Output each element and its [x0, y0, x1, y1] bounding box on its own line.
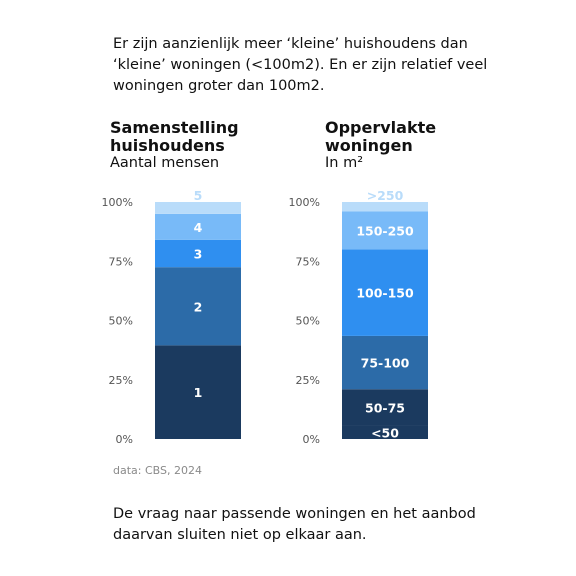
households-segment-4: [155, 202, 241, 214]
households-ytick-1: 25%: [109, 374, 133, 387]
households-segment-0: [155, 345, 241, 439]
households-ytick-0: 0%: [116, 433, 133, 446]
dwellings-ytick-4: 100%: [289, 196, 320, 209]
households-segment-1: [155, 267, 241, 346]
households-segment-2: [155, 239, 241, 268]
households-segment-3: [155, 213, 241, 240]
dwellings-ytick-3: 75%: [296, 255, 320, 268]
households-segment-label-1: 2: [194, 299, 203, 314]
dwellings-ytick-1: 25%: [296, 374, 320, 387]
households-segment-label-2: 3: [194, 247, 203, 262]
dwellings-ytick-0: 0%: [303, 433, 320, 446]
dwellings-segment-label-1: 50-75: [365, 401, 405, 416]
households-ytick-3: 75%: [109, 255, 133, 268]
dwellings-ytick-2: 50%: [296, 315, 320, 328]
chart-title-households: Samenstelling huishoudens: [110, 118, 239, 155]
intro-text: Er zijn aanzienlijk meer ‘kleine’ huisho…: [113, 36, 488, 94]
chart-title-dwellings: Oppervlakte woningen: [325, 118, 437, 155]
dwellings-segment-label-4: 150-250: [356, 223, 414, 238]
dwellings-segment-label-0: <50: [371, 425, 399, 440]
dwellings-segment-label-5: >250: [367, 188, 404, 203]
dwellings-segment-2: [342, 335, 428, 390]
source-note: data: CBS, 2024: [113, 464, 202, 477]
households-ytick-2: 50%: [109, 315, 133, 328]
dwellings-segment-4: [342, 211, 428, 250]
households-segment-label-3: 4: [194, 220, 203, 235]
dwellings-segment-0: [342, 425, 428, 439]
households-ytick-4: 100%: [102, 196, 133, 209]
dwellings-segment-1: [342, 389, 428, 426]
chart-subtitle-dwellings: In m²: [325, 155, 364, 171]
outro-text: De vraag naar passende woningen en het a…: [113, 506, 476, 543]
households-segment-label-0: 1: [194, 385, 203, 400]
dwellings-segment-label-2: 75-100: [361, 356, 410, 371]
dwellings-segment-label-3: 100-150: [356, 286, 414, 301]
dwellings-segment-3: [342, 249, 428, 336]
households-segment-label-4: 5: [194, 188, 203, 203]
chart-subtitle-households: Aantal mensen: [110, 155, 220, 171]
dwellings-segment-5: [342, 202, 428, 212]
